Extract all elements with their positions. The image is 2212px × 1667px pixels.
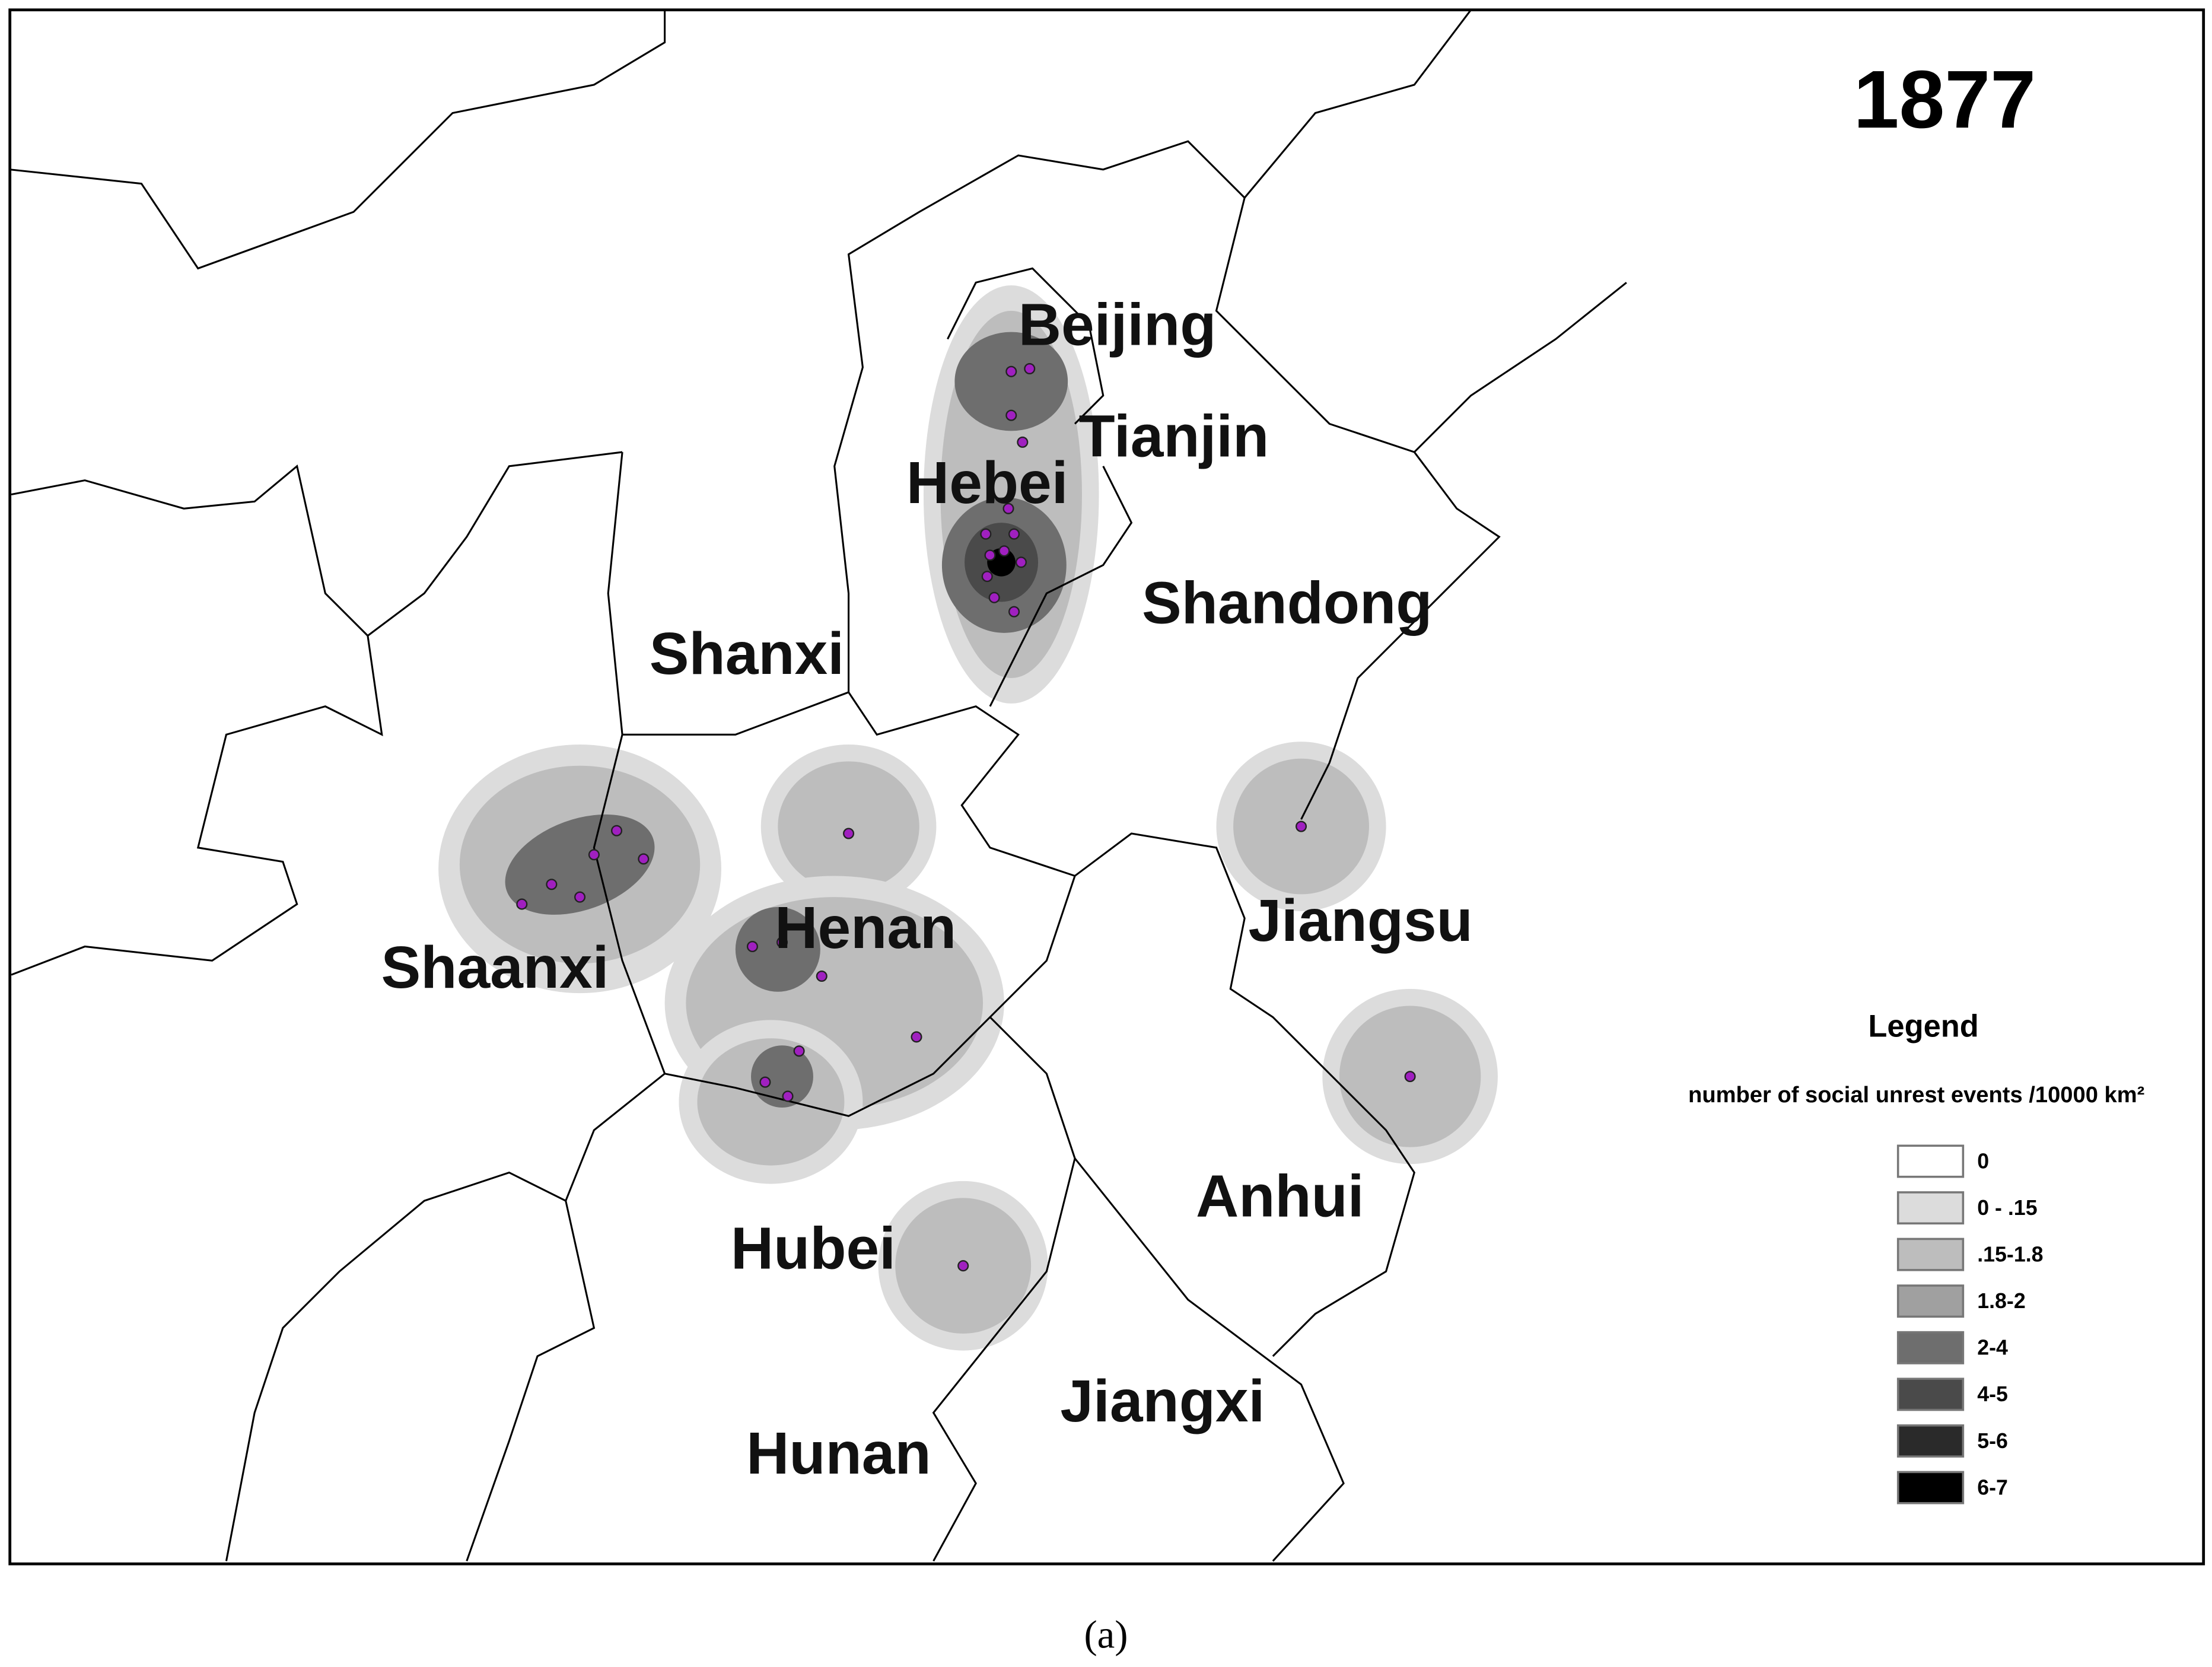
region-label: Jiangxi [1060,1368,1265,1434]
legend-swatch [1896,1237,1965,1271]
legend-swatch [1896,1284,1965,1318]
legend-label: 6-7 [1977,1475,2008,1499]
legend-label: 4-5 [1977,1382,2008,1406]
region-label: Shandong [1142,570,1432,636]
year-label: 1877 [1854,54,2036,145]
legend: Legend number of social unrest events /1… [1688,1009,2144,1504]
region-label: Hubei [731,1216,896,1282]
legend-label: 5-6 [1977,1429,2008,1453]
density-surface [438,285,1498,1351]
region-label: Hunan [746,1420,931,1487]
region-label: Shanxi [650,621,844,687]
legend-label: 0 - .15 [1977,1196,2037,1220]
legend-label: 2-4 [1977,1336,2008,1360]
legend-title: Legend [1868,1009,1978,1044]
caption: (a) [1084,1614,1128,1657]
legend-label: 0 [1977,1149,1989,1173]
region-label: Anhui [1196,1163,1364,1230]
event-points [516,363,1416,1272]
region-label: Henan [775,895,956,961]
legend-swatch [1896,1377,1965,1411]
region-label: Hebei [906,450,1068,516]
legend-swatch [1896,1471,1965,1504]
legend-swatch [1896,1331,1965,1364]
legend-label: 1.8-2 [1977,1289,2026,1313]
region-label: Beijing [1019,291,1217,358]
legend-swatch [1896,1144,1965,1178]
legend-swatch [1896,1424,1965,1458]
province-boundaries [9,9,1627,1562]
legend-label: .15-1.8 [1977,1242,2043,1266]
legend-subtitle: number of social unrest events /10000 km… [1688,1082,2144,1108]
region-label: Tianjin [1079,403,1269,469]
legend-swatch [1896,1191,1965,1225]
map-frame [8,8,2205,1566]
region-label: Jiangsu [1248,887,1472,954]
region-label: Shaanxi [381,934,609,1001]
